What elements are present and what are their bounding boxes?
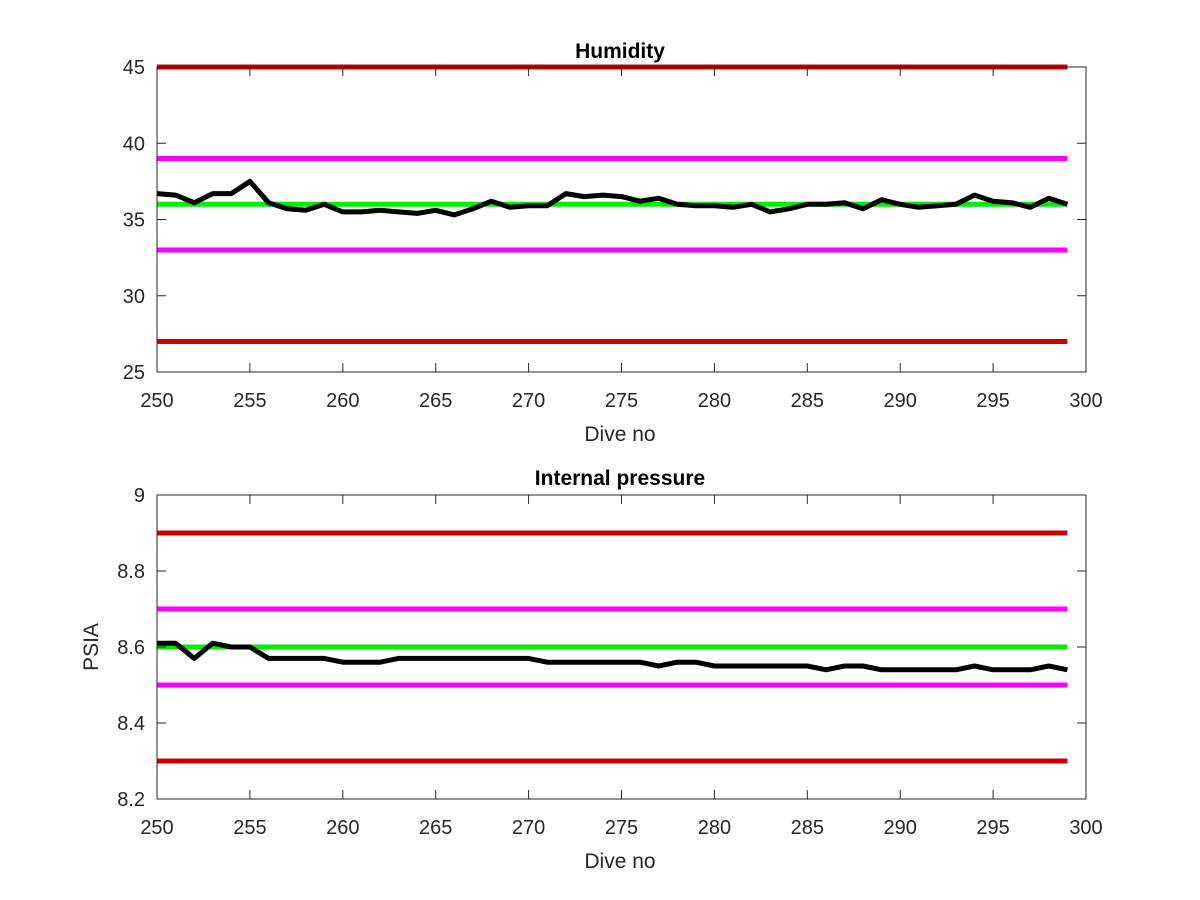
internal-pressure-x-tick-label: 295	[976, 817, 1009, 839]
humidity-y-tick-label: 30	[123, 286, 145, 308]
internal-pressure-x-tick-label: 300	[1069, 817, 1102, 839]
humidity-x-tick-label: 300	[1069, 390, 1102, 412]
internal-pressure-y-tick-label: 9	[134, 485, 145, 507]
humidity-chart: Humidity 250 255 260 265 270 275 280 285 290 295 3…	[123, 40, 1103, 446]
internal-pressure-x-tick-label: 280	[698, 817, 731, 839]
humidity-x-tick-label: 255	[233, 390, 266, 412]
internal-pressure-chart-title: Internal pressure	[535, 467, 705, 490]
internal-pressure-y-tick-label: 8.4	[117, 713, 145, 735]
humidity-y-ticks: 25 30 35 40 45	[123, 57, 1086, 384]
internal-pressure-x-tick-label: 275	[605, 817, 638, 839]
humidity-chart-title: Humidity	[575, 40, 665, 63]
internal-pressure-x-tick-label: 270	[512, 817, 545, 839]
humidity-y-tick-label: 35	[123, 210, 145, 232]
internal-pressure-x-tick-label: 260	[326, 817, 359, 839]
internal-pressure-x-axis-label: Dive no	[584, 850, 655, 873]
internal-pressure-x-tick-label: 290	[884, 817, 917, 839]
internal-pressure-y-axis-label: PSIA	[80, 623, 103, 671]
humidity-x-tick-label: 260	[326, 390, 359, 412]
internal-pressure-y-tick-label: 8.6	[117, 637, 145, 659]
humidity-x-tick-label: 295	[976, 390, 1009, 412]
humidity-x-ticks: 250 255 260 265 270 275 280 285 290 295 300	[140, 67, 1103, 412]
internal-pressure-x-tick-label: 265	[419, 817, 452, 839]
humidity-x-tick-label: 280	[698, 390, 731, 412]
internal-pressure-chart: Internal pressure 250 255 260 265 270 275 280 2…	[80, 467, 1103, 873]
humidity-x-tick-label: 290	[884, 390, 917, 412]
humidity-x-tick-label: 275	[605, 390, 638, 412]
humidity-x-tick-label: 285	[791, 390, 824, 412]
humidity-y-tick-label: 40	[123, 133, 145, 155]
internal-pressure-x-tick-label: 250	[140, 817, 173, 839]
humidity-x-tick-label: 270	[512, 390, 545, 412]
humidity-y-tick-label: 45	[123, 57, 145, 79]
internal-pressure-data-series-line	[157, 640, 1068, 673]
internal-pressure-y-tick-label: 8.8	[117, 561, 145, 583]
humidity-y-tick-label: 25	[123, 362, 145, 384]
internal-pressure-x-tick-label: 285	[791, 817, 824, 839]
internal-pressure-x-tick-label: 255	[233, 817, 266, 839]
humidity-data-series-line	[156, 178, 1069, 218]
internal-pressure-y-ticks: 8.2 8.4 8.6 8.8 9	[117, 485, 1086, 811]
humidity-x-tick-label: 250	[140, 390, 173, 412]
internal-pressure-x-ticks: 250 255 260 265 270 275 280 285 290 295 300	[140, 495, 1103, 839]
humidity-x-axis-label: Dive no	[584, 423, 655, 446]
internal-pressure-y-tick-label: 8.2	[117, 789, 145, 811]
internal-pressure-plot-area	[157, 530, 1068, 764]
humidity-x-tick-label: 265	[419, 390, 452, 412]
